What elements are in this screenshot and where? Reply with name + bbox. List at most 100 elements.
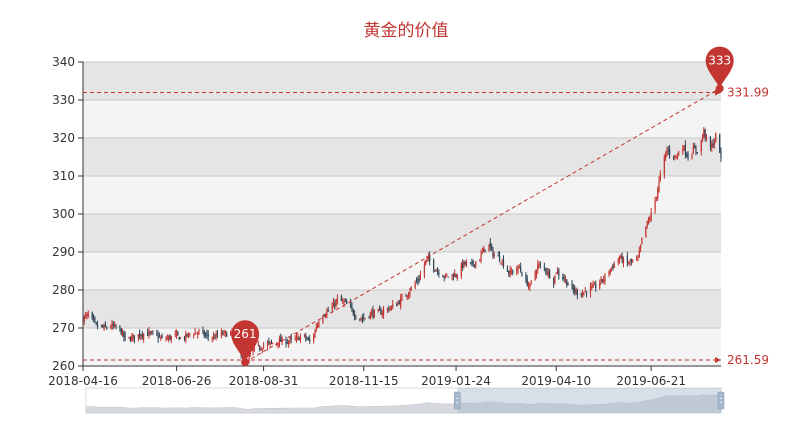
candle-body xyxy=(248,352,250,361)
candle-body xyxy=(645,226,647,238)
candle xyxy=(299,333,302,343)
candle xyxy=(508,270,510,277)
candle xyxy=(303,333,306,338)
candle-body xyxy=(368,316,370,318)
candle xyxy=(530,280,532,286)
candle-body xyxy=(479,259,481,262)
candle-body xyxy=(226,333,228,337)
candle xyxy=(526,274,528,287)
candle xyxy=(222,330,224,336)
candle-body xyxy=(270,341,273,343)
candle xyxy=(295,332,298,343)
candle-body xyxy=(183,337,186,340)
candle xyxy=(128,336,130,340)
data-zoom-slider[interactable] xyxy=(85,387,725,414)
candle xyxy=(489,238,491,251)
candle-body xyxy=(576,290,578,295)
candle xyxy=(185,330,187,344)
candle-body xyxy=(667,150,669,152)
zoom-window[interactable] xyxy=(457,388,721,413)
candle xyxy=(120,327,122,336)
candle xyxy=(307,336,310,341)
candle xyxy=(630,258,632,266)
candle xyxy=(388,305,390,313)
candle-body xyxy=(149,331,151,333)
candle xyxy=(535,269,538,279)
candle xyxy=(493,251,495,259)
candle-body xyxy=(603,279,605,282)
candle xyxy=(160,335,162,341)
candle-body xyxy=(700,140,702,152)
candle-body xyxy=(434,269,436,271)
candle-body xyxy=(500,262,502,264)
candle-body xyxy=(501,260,503,263)
candle-body xyxy=(417,279,419,282)
candle-body xyxy=(535,271,538,275)
zoom-handle-grip[interactable] xyxy=(717,391,725,410)
candle xyxy=(204,331,207,339)
candle-body xyxy=(676,154,679,158)
candle xyxy=(131,333,133,342)
candle xyxy=(346,298,348,305)
candle xyxy=(563,274,565,283)
candle-body xyxy=(313,335,315,341)
candle-body xyxy=(355,317,357,319)
candle xyxy=(659,170,661,182)
candle xyxy=(463,260,465,269)
x-tick-label: 2018-08-31 xyxy=(229,374,299,388)
candle xyxy=(595,280,597,292)
x-axis: 2018-04-16 2018-06-26 2018-08-31 2018-11-15… xyxy=(48,365,721,388)
y-tick-label: 290 xyxy=(52,245,75,259)
candle xyxy=(704,128,706,142)
x-tick-label: 2019-01-24 xyxy=(421,374,491,388)
candle-body xyxy=(392,304,394,307)
candle xyxy=(438,269,440,278)
y-tick-label: 260 xyxy=(52,359,75,373)
candle xyxy=(678,150,680,156)
candle xyxy=(148,326,150,339)
candle xyxy=(705,134,708,142)
zoom-handle-grip[interactable] xyxy=(453,391,461,410)
candle xyxy=(378,305,381,311)
max-pin: 333 xyxy=(705,46,734,89)
candle-body xyxy=(575,290,577,292)
zoom-handle-end[interactable] xyxy=(717,391,725,410)
x-tick-label: 2018-11-15 xyxy=(329,374,399,388)
candle-body xyxy=(410,287,412,290)
candle-body xyxy=(253,346,255,351)
candle xyxy=(423,261,426,279)
candle xyxy=(111,319,113,331)
candle xyxy=(589,282,592,298)
candle-body xyxy=(207,334,209,337)
y-tick-label: 320 xyxy=(52,131,75,145)
candle-body xyxy=(525,275,527,280)
candle xyxy=(414,280,416,290)
candle-body xyxy=(223,331,225,333)
candle xyxy=(91,311,93,321)
candle xyxy=(169,333,171,341)
candle-body xyxy=(132,335,134,338)
candle xyxy=(694,142,696,149)
candle xyxy=(447,276,449,278)
candle xyxy=(123,330,125,342)
candle-body xyxy=(512,270,514,273)
candle-body xyxy=(363,317,365,319)
zoom-handle-start[interactable] xyxy=(453,391,461,410)
pin-shape xyxy=(231,320,260,363)
candle xyxy=(158,332,161,338)
candle-body xyxy=(498,255,501,262)
candle xyxy=(313,333,315,344)
candle-body xyxy=(361,318,364,320)
candle-body xyxy=(426,256,428,260)
candle xyxy=(456,274,458,281)
candle-body xyxy=(682,148,684,152)
candle-body xyxy=(626,255,629,263)
candle xyxy=(262,341,265,350)
candle xyxy=(95,321,97,326)
candle xyxy=(521,271,523,277)
candle-body xyxy=(529,283,531,288)
candle-body xyxy=(686,154,688,157)
candle xyxy=(684,140,687,159)
candle xyxy=(610,266,613,272)
